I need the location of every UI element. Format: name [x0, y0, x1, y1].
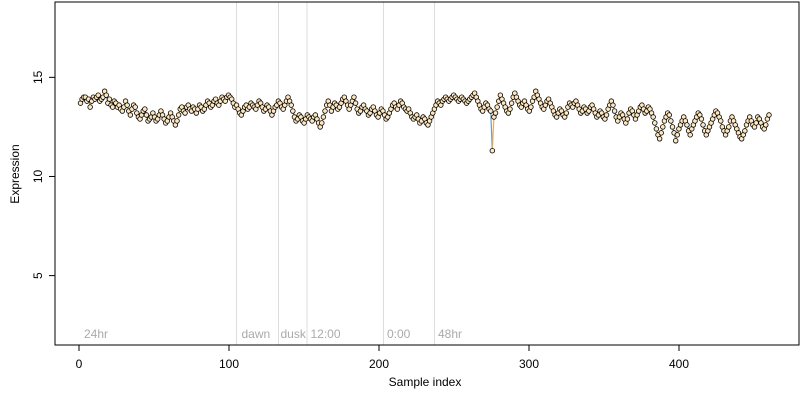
x-tick-label: 300	[519, 357, 539, 371]
data-point	[656, 136, 663, 142]
data-point	[660, 124, 666, 130]
data-point	[658, 130, 664, 136]
x-axis-label: Sample index	[389, 375, 462, 389]
data-point	[322, 108, 328, 114]
data-point	[726, 124, 732, 130]
data-point	[611, 108, 618, 114]
data-point	[182, 110, 188, 116]
y-axis-label: Expression	[8, 144, 22, 203]
y-tick-label: 15	[31, 70, 45, 84]
data-point	[175, 112, 182, 118]
data-point	[674, 132, 681, 138]
data-point	[508, 100, 515, 106]
data-point	[610, 102, 616, 108]
data-point	[742, 128, 748, 134]
data-point	[489, 147, 496, 154]
data-point	[106, 96, 113, 102]
data-point	[753, 120, 759, 126]
annotation-label: 24hr	[84, 327, 108, 341]
data-point	[142, 106, 148, 112]
annotation-label: 12:00	[311, 327, 341, 341]
data-point	[95, 92, 101, 98]
data-point	[507, 106, 513, 112]
data-point	[352, 100, 359, 106]
annotation-labels: 24hr dawn dusk 12:00 0:00 48hr	[84, 327, 462, 341]
x-tick-label: 100	[219, 357, 239, 371]
data-point	[492, 110, 499, 116]
vertical-marker-lines	[236, 2, 435, 345]
data-point	[488, 108, 494, 114]
annotation-label: 48hr	[438, 327, 462, 341]
data-point	[700, 122, 706, 128]
data-point	[653, 126, 660, 132]
data-point	[650, 114, 656, 120]
data-segment	[491, 116, 495, 151]
x-tick-label: 400	[669, 357, 689, 371]
data-point	[652, 120, 658, 126]
y-tick-label: 5	[31, 272, 45, 279]
x-tick-label: 200	[369, 357, 389, 371]
data-point	[563, 110, 570, 116]
data-point	[666, 112, 672, 118]
data-point	[718, 118, 724, 124]
data-point	[174, 118, 180, 124]
data-point	[668, 118, 674, 124]
data-point	[132, 104, 138, 110]
data-point	[603, 112, 610, 118]
data-point	[763, 122, 769, 128]
data-point	[87, 104, 93, 110]
data-point	[319, 120, 325, 126]
annotation-label: 0:00	[387, 327, 411, 341]
y-tick-label: 10	[31, 169, 45, 183]
data-point	[698, 116, 705, 122]
data-point	[143, 112, 150, 118]
data-point	[109, 104, 116, 110]
data-point	[684, 122, 690, 128]
data-point	[672, 138, 679, 144]
y-axis: 5 10 15	[31, 70, 56, 279]
data-point	[766, 112, 772, 118]
data-point	[624, 116, 631, 122]
data-point	[288, 102, 294, 108]
data-point	[669, 124, 676, 130]
data-point	[124, 102, 130, 108]
data-point	[528, 104, 534, 110]
data-point	[687, 132, 693, 138]
data-point	[351, 94, 357, 100]
data-points	[77, 88, 772, 154]
x-tick-label: 0	[76, 357, 83, 371]
data-point	[320, 114, 327, 120]
x-axis: 0 100 200 300 400	[76, 344, 689, 371]
data-point	[103, 92, 109, 98]
data-point	[290, 108, 296, 114]
data-point	[494, 104, 500, 110]
annotation-label: dawn	[242, 327, 271, 341]
annotation-label: dusk	[281, 327, 307, 341]
data-point	[127, 112, 134, 118]
